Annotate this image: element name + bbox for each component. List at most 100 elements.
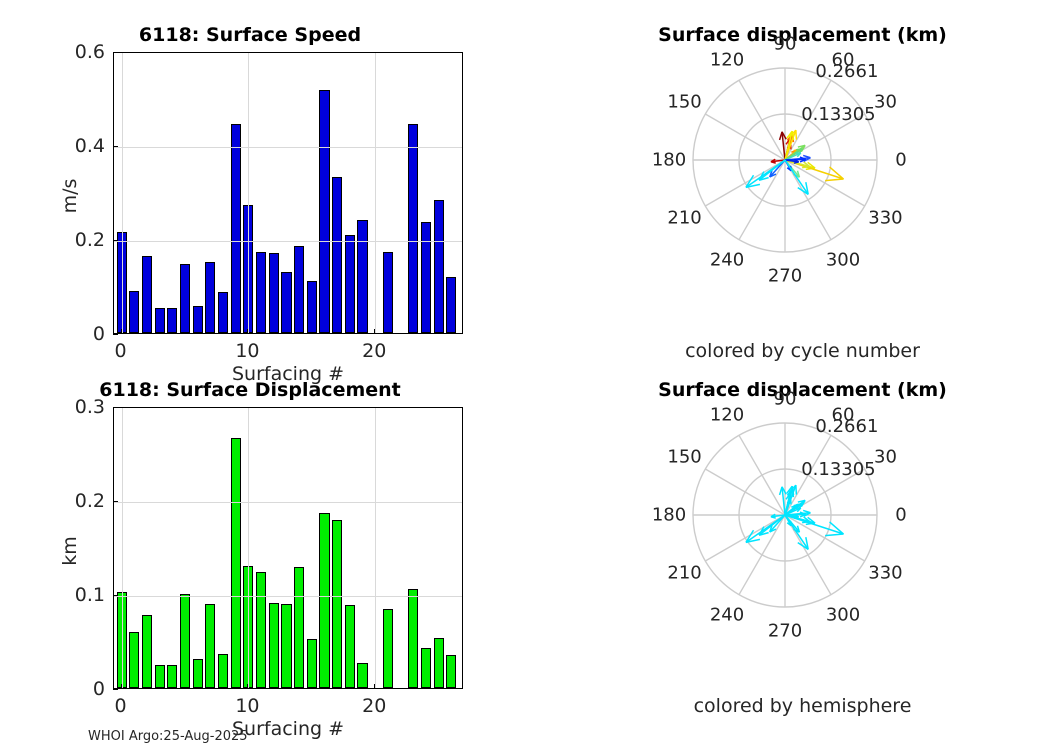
bar	[256, 572, 267, 688]
gridline-vertical	[121, 408, 123, 688]
polar-cycle-caption: colored by cycle number	[685, 340, 920, 362]
bar	[420, 647, 432, 688]
gridline-vertical	[375, 53, 377, 333]
polar-vector-arrow	[770, 513, 786, 519]
polar-angle-label: 0	[895, 504, 907, 526]
y-tick-mark	[113, 407, 118, 408]
bar	[294, 246, 305, 333]
bar	[319, 513, 330, 688]
x-tick-label: 0	[114, 340, 127, 362]
speed-chart-title: 6118: Surface Speed	[138, 24, 362, 46]
polar-grid-spoke	[738, 434, 786, 516]
bar	[420, 222, 432, 333]
polar-angle-label: 30	[874, 446, 897, 468]
bar	[408, 124, 419, 333]
polar-vector-arrow	[770, 158, 786, 164]
polar-angle-label: 90	[773, 388, 797, 410]
speed-x-axis-label: Surfacing #	[231, 363, 345, 385]
polar-grid-spoke	[704, 159, 786, 207]
panel-surface-speed: 6118: Surface Speed 0 0.2 0.4 0.6 0 10 20 m/s…	[0, 20, 500, 385]
polar-hemisphere-svg	[692, 422, 878, 608]
bar	[332, 519, 343, 688]
polar-vector-arrow	[784, 507, 802, 516]
y-tick-mark	[113, 52, 118, 53]
bar	[129, 631, 140, 688]
bar	[306, 639, 317, 688]
polar-vector-arrow	[784, 513, 800, 519]
panel-surface-displacement: 6118: Surface Displacement 0 0.1 0.2 0.3 0 1…	[0, 375, 500, 740]
polar-hemisphere-title: Surface displacement (km)	[658, 379, 947, 401]
polar-vector-arrow	[784, 485, 795, 516]
polar-grid-spoke	[738, 79, 786, 161]
polar-angle-label: 330	[868, 562, 903, 584]
polar-grid-spoke	[784, 514, 866, 562]
bar	[382, 609, 393, 688]
gridline-vertical	[248, 53, 250, 333]
bar	[217, 291, 229, 333]
polar-grid-spoke	[784, 159, 832, 241]
bar	[357, 220, 368, 333]
bar	[281, 604, 292, 688]
polar-cycle-title: Surface displacement (km)	[658, 24, 947, 46]
polar-cycle-svg	[692, 67, 878, 253]
polar-vector-arrow	[784, 130, 795, 161]
bar	[382, 252, 393, 333]
polar-angle-label: 180	[651, 504, 687, 526]
polar-angle-label: 270	[767, 265, 803, 287]
polar-grid-spoke	[784, 514, 832, 596]
polar-angle-label: 300	[825, 604, 861, 626]
polar-vector-arrow	[784, 152, 802, 161]
gridline-vertical	[375, 408, 377, 688]
gridline-horizontal	[114, 241, 462, 242]
bar	[205, 604, 216, 688]
x-tick-label: 10	[235, 340, 260, 362]
bar	[446, 655, 457, 688]
polar-angle-label: 210	[667, 562, 702, 584]
speed-axes	[113, 52, 463, 334]
polar-cycle-plot: 0 30 60 90 120 150 180 210 240 270 300 330 0.13305 0.…	[652, 34, 907, 287]
x-tick-label: 20	[362, 695, 387, 717]
bar	[129, 291, 140, 333]
polar-angle-label: 150	[667, 91, 702, 113]
polar-angle-label: 30	[874, 91, 897, 113]
bar	[433, 638, 444, 688]
polar-grid-spoke	[704, 468, 786, 516]
y-tick-label: 0.1	[74, 584, 105, 606]
bar	[433, 200, 444, 333]
bar	[230, 124, 241, 333]
x-tick-mark	[374, 329, 376, 334]
y-tick-label: 0.3	[74, 396, 105, 418]
bar	[319, 90, 330, 333]
bar	[167, 307, 178, 333]
polar-angle-label: 240	[709, 249, 745, 271]
polar-angle-label: 90	[773, 33, 797, 55]
y-tick-mark	[113, 334, 118, 335]
bar	[294, 566, 305, 688]
y-tick-label: 0	[92, 323, 105, 345]
gridline-vertical	[248, 408, 250, 688]
y-tick-mark	[113, 689, 118, 690]
polar-vector-arrow	[778, 131, 787, 161]
displacement-y-axis-label: km	[59, 536, 81, 566]
polar-angle-label: 150	[667, 446, 702, 468]
bar	[344, 235, 355, 333]
bar	[141, 614, 153, 688]
x-tick-label: 0	[114, 695, 127, 717]
polar-vector-arrow	[778, 486, 787, 516]
polar-radial-label: 0.2661	[815, 60, 879, 82]
bar	[332, 176, 343, 333]
bar	[179, 264, 191, 333]
bar	[230, 437, 241, 688]
polar-vector-arrow	[758, 514, 786, 536]
polar-grid-spoke	[738, 514, 786, 596]
panel-polar-cycle: Surface displacement (km) 0 30 60 90 120 150 1…	[555, 20, 1050, 375]
polar-angle-label: 330	[868, 207, 903, 229]
polar-vector-arrow	[758, 159, 786, 181]
x-tick-mark	[247, 329, 249, 334]
y-tick-mark	[113, 146, 118, 147]
polar-vector-arrow	[784, 158, 800, 164]
displacement-chart-title: 6118: Surface Displacement	[99, 379, 401, 401]
polar-radial-label: 0.13305	[801, 104, 876, 126]
gridline-horizontal	[114, 596, 462, 597]
x-tick-mark	[120, 329, 122, 334]
